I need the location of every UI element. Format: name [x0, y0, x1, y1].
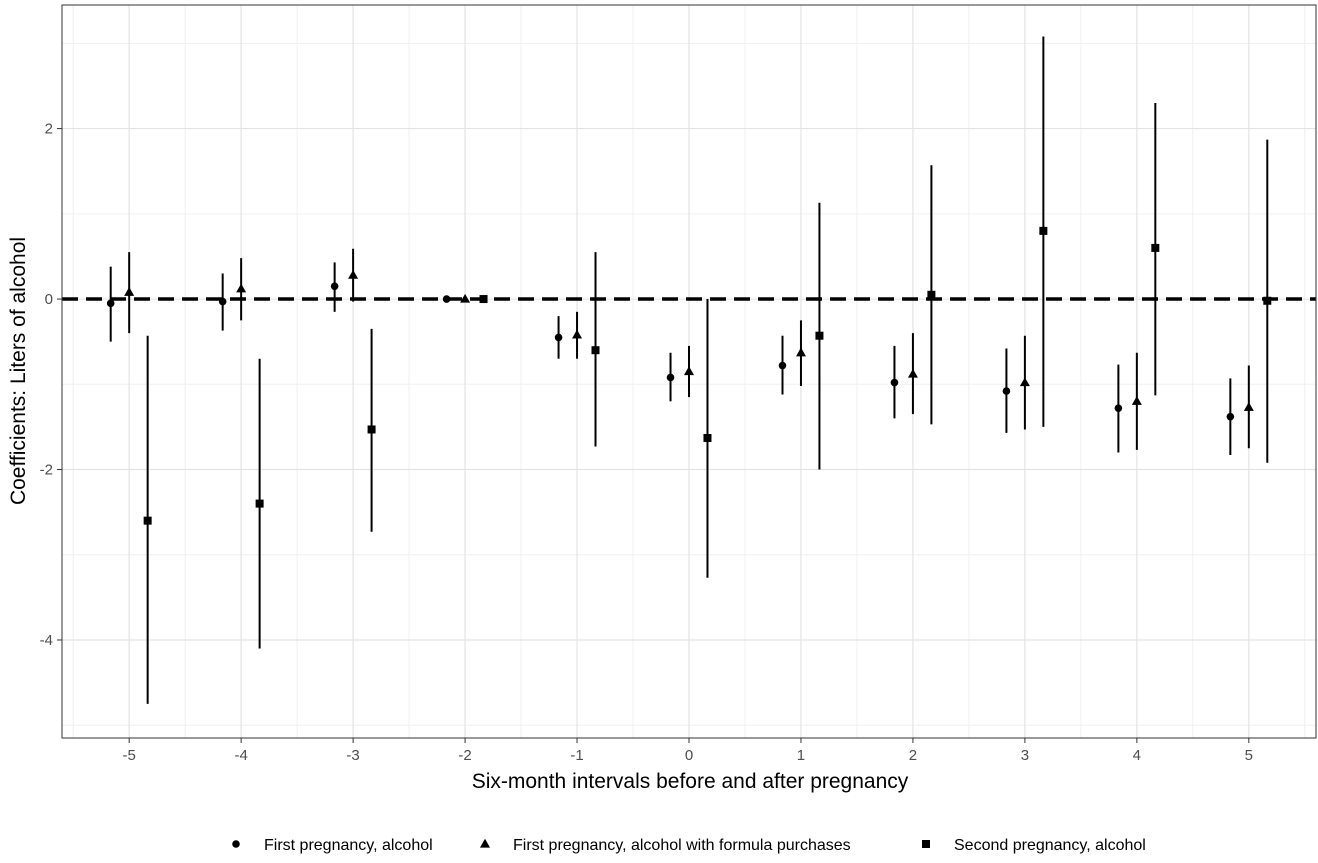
x-tick-label: -4 [234, 747, 247, 764]
data-point-triangle [1019, 377, 1030, 387]
data-point-square [479, 295, 488, 304]
data-point-circle [1114, 404, 1123, 412]
data-point-triangle [1243, 402, 1254, 411]
data-point-circle [106, 299, 115, 308]
data-point-square [591, 346, 600, 355]
legend-label: Second pregnancy, alcohol [954, 837, 1146, 854]
x-tick-label: -2 [458, 747, 471, 764]
data-point-square [1263, 296, 1272, 305]
data-point-square [815, 331, 824, 340]
data-point-circle [554, 333, 563, 342]
data-point-square [367, 425, 376, 434]
series-square [143, 36, 1272, 704]
legend-square-icon [922, 840, 930, 848]
y-tick-label: -4 [40, 632, 53, 649]
legend-label: First pregnancy, alcohol with formula pu… [513, 837, 851, 854]
legend-triangle-icon [480, 838, 490, 848]
data-point-circle [1226, 412, 1235, 421]
legend: First pregnancy, alcohol First pregnancy,… [232, 837, 1146, 854]
data-point-square [1151, 243, 1160, 252]
x-tick-label: 2 [909, 747, 917, 764]
data-point-triangle [572, 329, 583, 339]
legend-item-square: Second pregnancy, alcohol [922, 837, 1146, 854]
x-axis-title: Six-month intervals before and after pre… [472, 770, 909, 793]
x-tick-label: 5 [1245, 747, 1253, 764]
x-tick-label: -1 [570, 747, 583, 764]
x-tick-label: 3 [1021, 747, 1029, 764]
data-point-triangle [684, 366, 694, 376]
data-point-circle [666, 373, 675, 382]
data-point-square [255, 499, 264, 508]
series-circle [106, 262, 1235, 456]
data-point-circle [778, 361, 787, 370]
legend-label: First pregnancy, alcohol [264, 837, 433, 854]
legend-circle-icon [232, 840, 240, 848]
x-axis-ticks: -5 -4 -3 -2 -1 0 1 2 3 4 5 [123, 738, 1253, 764]
data-point-circle [890, 378, 899, 387]
data-point-square [143, 516, 152, 525]
series-triangle [124, 248, 1254, 450]
data-point-square [1039, 226, 1048, 235]
y-tick-label: -2 [40, 462, 53, 479]
data-point-square [927, 290, 936, 299]
data-point-circle [330, 282, 339, 291]
x-tick-label: 4 [1133, 747, 1141, 764]
data-point-triangle [460, 293, 471, 303]
series-layer [106, 36, 1272, 704]
data-point-circle [442, 295, 451, 303]
y-axis-title: Coefficients: Liters of alcohol [7, 237, 30, 505]
x-tick-label: 1 [797, 747, 805, 764]
data-point-triangle [1131, 396, 1142, 405]
legend-item-circle: First pregnancy, alcohol [232, 837, 433, 854]
data-point-triangle [348, 269, 359, 279]
data-point-square [703, 433, 712, 442]
data-point-circle [1002, 387, 1011, 395]
y-tick-label: 0 [45, 291, 53, 308]
data-point-circle [218, 297, 227, 306]
data-point-triangle [795, 347, 806, 357]
x-tick-label: -5 [123, 747, 136, 764]
y-axis-ticks: -4 -2 0 2 [40, 121, 62, 649]
data-point-triangle [907, 368, 918, 378]
data-point-triangle [236, 283, 247, 293]
legend-item-triangle: First pregnancy, alcohol with formula pu… [480, 837, 851, 854]
x-tick-label: 0 [685, 747, 693, 764]
y-tick-label: 2 [45, 121, 53, 138]
x-tick-label: -3 [346, 747, 359, 764]
data-point-triangle [124, 287, 135, 296]
